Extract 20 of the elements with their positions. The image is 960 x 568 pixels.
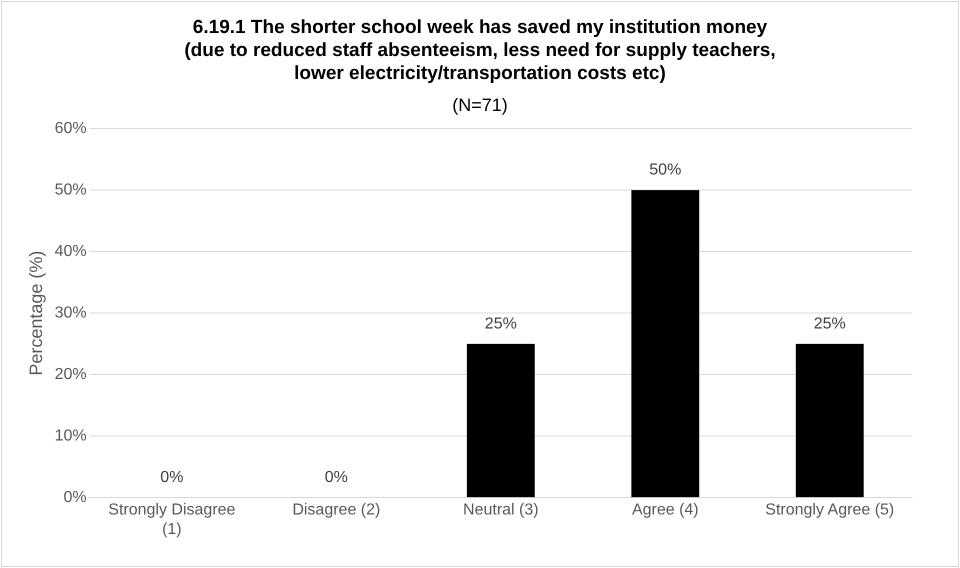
y-tick-label: 30%	[54, 304, 87, 322]
x-tick-label: Agree (4)	[632, 502, 699, 519]
data-label: 25%	[484, 315, 517, 332]
y-tick-label: 50%	[54, 182, 87, 199]
data-label: 25%	[814, 315, 846, 332]
y-tick-label: 20%	[54, 366, 87, 384]
x-tick-label: Strongly Disagree (1)	[108, 502, 236, 538]
y-tick-label: 10%	[54, 428, 87, 445]
y-tick-label: 0%	[64, 489, 87, 506]
y-tick-label: 40%	[54, 243, 87, 260]
chart-subtitle: (N=71)	[451, 95, 509, 116]
data-label: 0%	[324, 469, 348, 486]
x-tick-label: Neutral (3)	[463, 502, 539, 519]
y-tick-label: 60%	[54, 120, 87, 138]
x-tick-label: Strongly Agree (5)	[765, 502, 894, 519]
chart-title: 6.19.1 The shorter school week has saved my institution money (due to reduced staff absenteeism, less need for supply teachers, lower electricity/transportation costs etc)	[183, 16, 777, 85]
y-axis-title: Percentage (%)	[26, 250, 46, 376]
x-tick-label: Disagree (2)	[292, 502, 380, 519]
data-label: 50%	[649, 162, 682, 179]
data-label: 0%	[160, 469, 184, 486]
